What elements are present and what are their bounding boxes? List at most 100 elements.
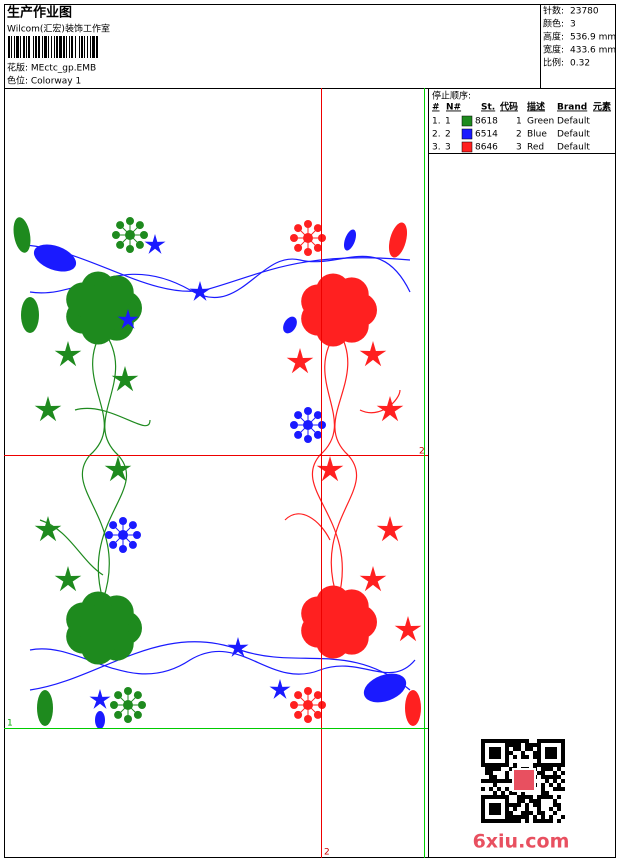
qr-cell — [557, 803, 561, 807]
qr-cell — [561, 787, 565, 791]
qr-cell — [525, 819, 529, 823]
qr-cell — [485, 767, 489, 771]
stat-label: 颜色: — [543, 18, 564, 30]
petal — [136, 241, 144, 249]
qr-cell — [553, 799, 557, 803]
bar — [79, 36, 80, 58]
qr-cell — [505, 811, 509, 815]
qr-cell — [537, 739, 541, 743]
qr-cell — [505, 755, 509, 759]
qr-cell — [537, 795, 541, 799]
qr-cell — [481, 787, 485, 791]
cell: 3. — [432, 143, 441, 153]
qr-cell — [537, 751, 541, 755]
qr-cell — [553, 775, 557, 779]
petal — [126, 245, 134, 253]
stat-label: 宽度: — [543, 44, 564, 56]
petal — [290, 421, 298, 429]
qr-cell — [481, 819, 485, 823]
qr-cell — [481, 751, 485, 755]
qr-cell — [497, 787, 501, 791]
cell: 8618 — [475, 117, 498, 127]
qr-cell — [521, 795, 525, 799]
qr-cell — [561, 763, 565, 767]
qr-cell — [537, 819, 541, 823]
qr-cell — [497, 779, 501, 783]
qr-cell — [537, 755, 541, 759]
petal — [116, 241, 124, 249]
qr-cell — [513, 819, 517, 823]
qr-cell — [549, 763, 553, 767]
qr-cell — [553, 755, 557, 759]
qr-cell — [501, 791, 505, 795]
qr-cell — [517, 819, 521, 823]
qr-cell — [533, 819, 537, 823]
qr-cell — [513, 747, 517, 751]
qr-cell — [541, 791, 545, 795]
bar — [28, 36, 30, 58]
cell: 2 — [445, 130, 451, 140]
cell: Blue — [527, 130, 547, 140]
petal — [294, 224, 302, 232]
qr-cell — [509, 739, 513, 743]
qr-cell — [505, 807, 509, 811]
qr-cell — [545, 791, 549, 795]
petal — [294, 691, 302, 699]
petal — [314, 691, 322, 699]
qr-cell — [549, 783, 553, 787]
qr-cell — [525, 811, 529, 815]
qr-cell — [481, 811, 485, 815]
qr-cell — [537, 759, 541, 763]
qr-cell — [501, 795, 505, 799]
qr-cell — [557, 787, 561, 791]
petal — [314, 411, 322, 419]
qr-cell — [501, 739, 505, 743]
bar — [23, 36, 25, 58]
qr-cell — [505, 751, 509, 755]
qr-cell — [497, 819, 501, 823]
qr-cell — [489, 739, 493, 743]
qr-cell — [513, 739, 517, 743]
bar — [26, 36, 27, 58]
qr-cell — [561, 755, 565, 759]
qr-cell — [489, 819, 493, 823]
petal — [304, 407, 312, 415]
qr-cell — [497, 795, 501, 799]
petal — [294, 431, 302, 439]
qr-cell — [557, 739, 561, 743]
qr-cell — [485, 771, 489, 775]
petal — [133, 531, 141, 539]
qr-cell — [509, 811, 513, 815]
qr-cell — [533, 763, 537, 767]
qr-cell — [537, 799, 541, 803]
qr-cell — [513, 743, 517, 747]
petal — [304, 248, 312, 256]
qr-cell — [525, 743, 529, 747]
qr-cell — [553, 771, 557, 775]
qr-cell — [497, 763, 501, 767]
qr-cell — [497, 807, 501, 811]
bar — [35, 36, 37, 58]
stat-value: 23780 — [570, 7, 599, 17]
stat-label: 针数: — [543, 5, 564, 17]
qr-cell — [545, 819, 549, 823]
petal — [112, 231, 120, 239]
qr-cell — [481, 779, 485, 783]
table-header: St. — [481, 103, 495, 113]
petal — [290, 701, 298, 709]
cell: Default — [557, 130, 590, 140]
qr-cell — [525, 815, 529, 819]
qr-cell — [541, 767, 545, 771]
petal — [109, 521, 117, 529]
qr-cell — [533, 743, 537, 747]
qr-cell — [485, 779, 489, 783]
qr-cell — [541, 819, 545, 823]
qr-cell — [513, 755, 517, 759]
qr-cell — [561, 815, 565, 819]
qr-cell — [557, 763, 561, 767]
qr-cell — [505, 795, 509, 799]
qr-cell — [553, 739, 557, 743]
qr-cell — [545, 747, 549, 751]
qr-cell — [537, 811, 541, 815]
qr-cell — [497, 767, 501, 771]
